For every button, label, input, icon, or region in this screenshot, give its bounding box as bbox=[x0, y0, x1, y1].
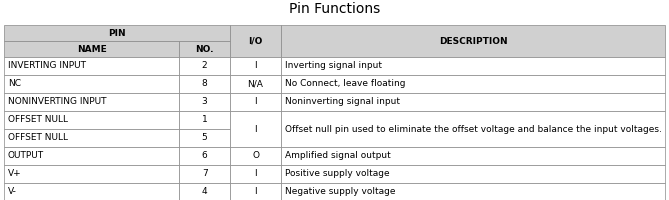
Text: I/O: I/O bbox=[248, 36, 263, 46]
Bar bbox=[4, 25, 230, 41]
Text: I: I bbox=[254, 188, 257, 196]
Text: I: I bbox=[254, 124, 257, 134]
Bar bbox=[281, 183, 665, 200]
Text: 2: 2 bbox=[202, 62, 207, 71]
Bar bbox=[230, 93, 281, 111]
Bar bbox=[230, 57, 281, 75]
Text: 5: 5 bbox=[202, 134, 207, 142]
Bar bbox=[281, 75, 665, 93]
Text: NAME: NAME bbox=[77, 45, 106, 53]
Bar bbox=[230, 147, 281, 165]
Text: Amplified signal output: Amplified signal output bbox=[285, 152, 391, 160]
Bar bbox=[179, 165, 230, 183]
Bar bbox=[179, 41, 230, 57]
Bar bbox=[4, 41, 179, 57]
Text: Positive supply voltage: Positive supply voltage bbox=[285, 170, 389, 178]
Bar bbox=[4, 129, 179, 147]
Bar bbox=[230, 165, 281, 183]
Text: I: I bbox=[254, 98, 257, 106]
Text: OFFSET NULL: OFFSET NULL bbox=[8, 116, 68, 124]
Text: Negative supply voltage: Negative supply voltage bbox=[285, 188, 395, 196]
Text: PIN: PIN bbox=[108, 28, 126, 38]
Bar bbox=[230, 75, 281, 93]
Bar bbox=[281, 57, 665, 75]
Bar bbox=[179, 129, 230, 147]
Text: 7: 7 bbox=[202, 170, 207, 178]
Text: 4: 4 bbox=[202, 188, 207, 196]
Text: INVERTING INPUT: INVERTING INPUT bbox=[8, 62, 86, 71]
Text: 1: 1 bbox=[202, 116, 207, 124]
Bar bbox=[281, 111, 665, 147]
Bar bbox=[281, 165, 665, 183]
Bar bbox=[179, 147, 230, 165]
Text: OFFSET NULL: OFFSET NULL bbox=[8, 134, 68, 142]
Bar bbox=[179, 75, 230, 93]
Bar bbox=[179, 57, 230, 75]
Bar bbox=[281, 25, 665, 57]
Text: 8: 8 bbox=[202, 79, 207, 88]
Text: Pin Functions: Pin Functions bbox=[289, 2, 380, 16]
Bar bbox=[179, 93, 230, 111]
Text: N/A: N/A bbox=[248, 79, 264, 88]
Bar bbox=[4, 111, 179, 129]
Text: NO.: NO. bbox=[195, 45, 214, 53]
Bar bbox=[4, 75, 179, 93]
Text: I: I bbox=[254, 170, 257, 178]
Text: OUTPUT: OUTPUT bbox=[8, 152, 44, 160]
Bar bbox=[230, 25, 281, 57]
Text: NC: NC bbox=[8, 79, 21, 88]
Bar bbox=[4, 93, 179, 111]
Text: V+: V+ bbox=[8, 170, 21, 178]
Bar bbox=[4, 147, 179, 165]
Text: 3: 3 bbox=[202, 98, 207, 106]
Text: V-: V- bbox=[8, 188, 17, 196]
Bar bbox=[281, 93, 665, 111]
Bar bbox=[179, 111, 230, 129]
Text: Noninverting signal input: Noninverting signal input bbox=[285, 98, 400, 106]
Bar bbox=[4, 57, 179, 75]
Text: Inverting signal input: Inverting signal input bbox=[285, 62, 382, 71]
Text: 6: 6 bbox=[202, 152, 207, 160]
Bar bbox=[281, 147, 665, 165]
Text: I: I bbox=[254, 62, 257, 71]
Text: No Connect, leave floating: No Connect, leave floating bbox=[285, 79, 405, 88]
Text: O: O bbox=[252, 152, 259, 160]
Text: DESCRIPTION: DESCRIPTION bbox=[439, 36, 507, 46]
Bar bbox=[4, 165, 179, 183]
Bar bbox=[230, 111, 281, 147]
Bar bbox=[179, 183, 230, 200]
Text: NONINVERTING INPUT: NONINVERTING INPUT bbox=[8, 98, 106, 106]
Bar bbox=[4, 183, 179, 200]
Bar bbox=[230, 183, 281, 200]
Text: Offset null pin used to eliminate the offset voltage and balance the input volta: Offset null pin used to eliminate the of… bbox=[285, 124, 662, 134]
